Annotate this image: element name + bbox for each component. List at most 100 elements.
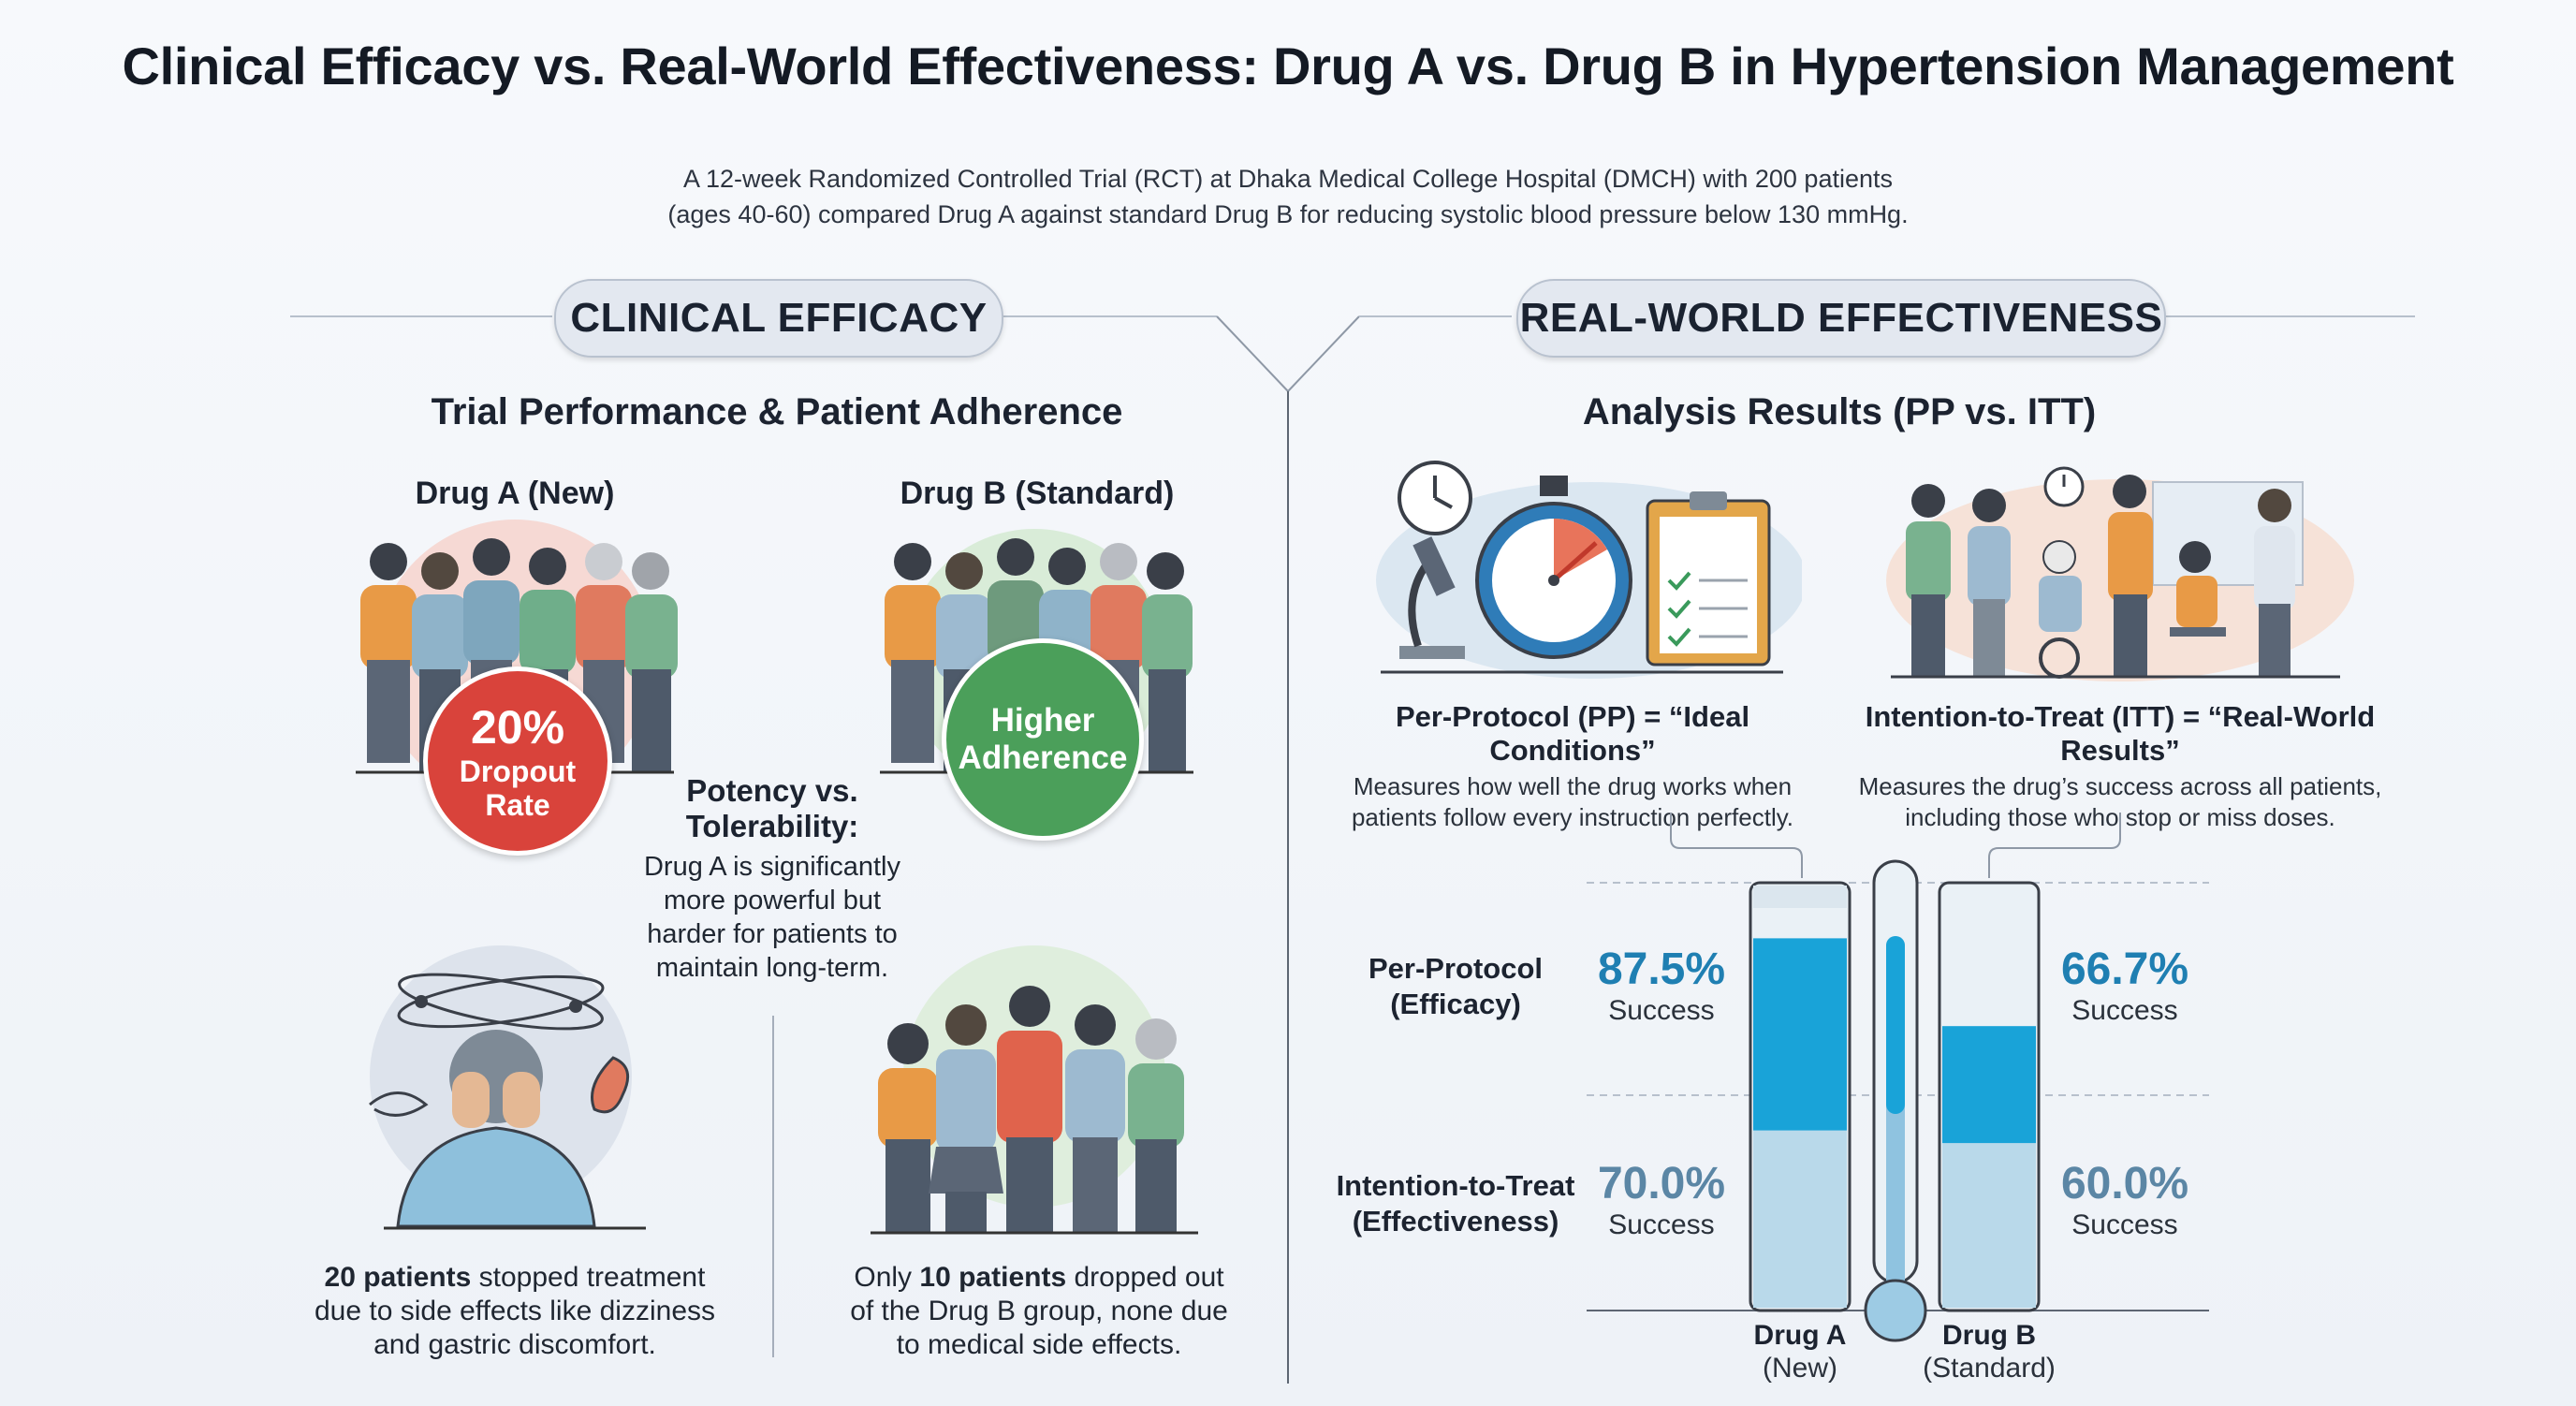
drug-b-dropout-count: 10 patients bbox=[919, 1262, 1067, 1293]
drug-b-sub: (Standard) bbox=[1923, 1353, 2056, 1384]
dropout-rate-badge: 20% Dropout Rate bbox=[423, 666, 612, 856]
higher-adherence-line-1: Higher bbox=[990, 702, 1095, 739]
drug-a-name: Drug A bbox=[1753, 1320, 1847, 1351]
drug-a-dropout-count: 20 patients bbox=[324, 1262, 472, 1293]
row-label-per-protocol-line-2: (Efficacy) bbox=[1390, 988, 1521, 1020]
drug-a-itt-success-label: Success bbox=[1608, 1209, 1715, 1240]
row-label-itt-line-2: (Effectiveness) bbox=[1352, 1205, 1559, 1238]
patient-figure bbox=[1128, 1018, 1184, 1233]
patient-figure bbox=[1142, 552, 1193, 772]
patient-figure bbox=[878, 1023, 938, 1233]
row-label-intention-to-treat: Intention-to-Treat (Effectiveness) bbox=[1320, 1168, 1591, 1239]
drug-a-itt-fill bbox=[1753, 1130, 1847, 1308]
patient-figure bbox=[885, 543, 941, 763]
potency-title-line-1: Potency vs. bbox=[686, 773, 858, 808]
drug-a-dropout-note-line-2: due to side effects like dizziness bbox=[314, 1296, 715, 1326]
drug-a-dropout-text: stopped treatment bbox=[471, 1262, 706, 1293]
drug-b-pp-value: 66.7% Success bbox=[2050, 944, 2200, 1027]
dizzy-patient-illustration bbox=[369, 945, 646, 1230]
clipboard-checklist-icon bbox=[1646, 491, 1771, 666]
drug-b-dropout-prefix: Only bbox=[854, 1262, 920, 1293]
drug-a-sub: (New) bbox=[1763, 1353, 1837, 1384]
patient-figure bbox=[1065, 1004, 1125, 1233]
person-figure bbox=[2254, 489, 2295, 677]
drug-b-pp-success-label: Success bbox=[2071, 995, 2178, 1026]
seated-person-figure bbox=[2170, 541, 2226, 637]
drug-a-itt-value: 70.0% Success bbox=[1587, 1158, 1736, 1241]
patient-figure bbox=[997, 986, 1062, 1233]
drug-a-pp-percent: 87.5% bbox=[1597, 945, 1726, 994]
trial-performance-heading: Trial Performance & Patient Adherence bbox=[431, 391, 1123, 432]
wall-clock-icon bbox=[1398, 461, 1472, 535]
patient-figure bbox=[360, 543, 417, 763]
patient-figure bbox=[929, 1004, 1003, 1233]
drug-b-itt-success-label: Success bbox=[2071, 1209, 2178, 1240]
dropout-rate-value: 20% bbox=[470, 701, 565, 754]
patient-figure bbox=[576, 543, 632, 763]
potency-text-line-2: more powerful but bbox=[663, 886, 882, 915]
drug-b-tube bbox=[1938, 881, 2041, 1312]
drug-a-dropout-note-line-3: and gastric discomfort. bbox=[373, 1329, 656, 1360]
pp-definition-line-2: patients follow every instruction perfec… bbox=[1351, 803, 1794, 831]
potency-text-line-1: Drug A is significantly bbox=[643, 852, 900, 882]
potency-text-line-3: harder for patients to bbox=[647, 919, 898, 949]
row-label-itt-line-1: Intention-to-Treat bbox=[1336, 1169, 1575, 1202]
drug-a-dropout-note: 20 patients stopped treatment due to sid… bbox=[281, 1261, 749, 1362]
drug-b-itt-percent: 60.0% bbox=[2060, 1159, 2189, 1208]
drug-b-dropout-text: dropped out bbox=[1066, 1262, 1224, 1293]
study-description: A 12-week Randomized Controlled Trial (R… bbox=[539, 161, 2037, 232]
drug-b-dropout-note: Only 10 patients dropped out of the Drug… bbox=[805, 1261, 1273, 1362]
drug-a-label: Drug A (New) bbox=[415, 476, 615, 511]
row-label-per-protocol: Per-Protocol (Efficacy) bbox=[1329, 951, 1582, 1022]
higher-adherence-badge: Higher Adherence bbox=[942, 638, 1144, 841]
thermometer-icon bbox=[1864, 859, 1927, 1342]
analysis-results-heading: Analysis Results (PP vs. ITT) bbox=[1582, 391, 2097, 432]
drug-b-dropout-note-line-2: of the Drug B group, none due bbox=[850, 1296, 1228, 1326]
wall-clock-icon bbox=[2043, 466, 2085, 507]
pp-vs-itt-chart bbox=[1587, 859, 2209, 1342]
row-label-per-protocol-line-1: Per-Protocol bbox=[1368, 952, 1544, 985]
drug-b-adherent-group-illustration bbox=[871, 945, 1198, 1235]
real-world-patients-illustration bbox=[1886, 466, 2354, 681]
drug-a-tube bbox=[1749, 881, 1852, 1312]
real-world-effectiveness-pill: REAL-WORLD EFFECTIVENESS bbox=[1516, 279, 2166, 358]
drug-b-name: Drug B bbox=[1942, 1320, 2036, 1351]
study-description-line-1: A 12-week Randomized Controlled Trial (R… bbox=[682, 165, 1894, 193]
pp-definition-title: Per-Protocol (PP) = “Ideal Conditions” bbox=[1395, 700, 1750, 767]
drug-b-pp-percent: 66.7% bbox=[2060, 945, 2189, 994]
itt-definition-title: Intention-to-Treat (ITT) = “Real-World R… bbox=[1865, 700, 2376, 767]
patient-figure bbox=[625, 552, 678, 772]
drug-b-itt-value: 60.0% Success bbox=[2050, 1158, 2200, 1241]
potency-text-line-4: maintain long-term. bbox=[655, 953, 889, 983]
itt-definition: Intention-to-Treat (ITT) = “Real-World R… bbox=[1821, 700, 2420, 833]
drug-a-pp-value: 87.5% Success bbox=[1587, 944, 1736, 1027]
x-axis-label-drug-b: Drug B (Standard) bbox=[1910, 1320, 2069, 1385]
drug-a-itt-percent: 70.0% bbox=[1597, 1159, 1726, 1208]
dropout-rate-label-line-1: Dropout bbox=[459, 754, 577, 788]
ideal-conditions-illustration bbox=[1376, 461, 1802, 679]
drug-b-dropout-note-line-1: Only 10 patients dropped out bbox=[805, 1261, 1273, 1295]
person-figure bbox=[1968, 489, 2011, 677]
study-description-line-2: (ages 40-60) compared Drug A against sta… bbox=[667, 200, 1909, 228]
higher-adherence-line-2: Adherence bbox=[958, 740, 1128, 776]
drug-b-label: Drug B (Standard) bbox=[900, 476, 1175, 511]
person-figure bbox=[1906, 484, 1951, 677]
itt-definition-line-1: Measures the drug’s success across all p… bbox=[1858, 772, 2382, 800]
microscope-icon bbox=[1399, 536, 1465, 659]
stopwatch-icon bbox=[1475, 476, 1632, 659]
clinical-efficacy-pill: CLINICAL EFFICACY bbox=[554, 279, 1003, 358]
stomach-icon bbox=[591, 1056, 630, 1114]
pp-definition-line-1: Measures how well the drug works when bbox=[1353, 772, 1793, 800]
drug-a-dropout-note-line-1: 20 patients stopped treatment bbox=[281, 1261, 749, 1295]
x-axis-label-drug-a: Drug A (New) bbox=[1734, 1320, 1866, 1385]
dropout-rate-label-line-2: Rate bbox=[485, 788, 550, 822]
page-title: Clinical Efficacy vs. Real-World Effecti… bbox=[122, 37, 2454, 95]
drug-b-dropout-note-line-3: to medical side effects. bbox=[896, 1329, 1182, 1360]
drug-a-pp-success-label: Success bbox=[1608, 995, 1715, 1026]
pp-definition: Per-Protocol (PP) = “Ideal Conditions” M… bbox=[1329, 700, 1816, 833]
potency-vs-tolerability-callout: Potency vs. Tolerability: Drug A is sign… bbox=[599, 773, 945, 985]
person-figure bbox=[2108, 475, 2153, 677]
potency-title-line-2: Tolerability: bbox=[685, 809, 859, 843]
